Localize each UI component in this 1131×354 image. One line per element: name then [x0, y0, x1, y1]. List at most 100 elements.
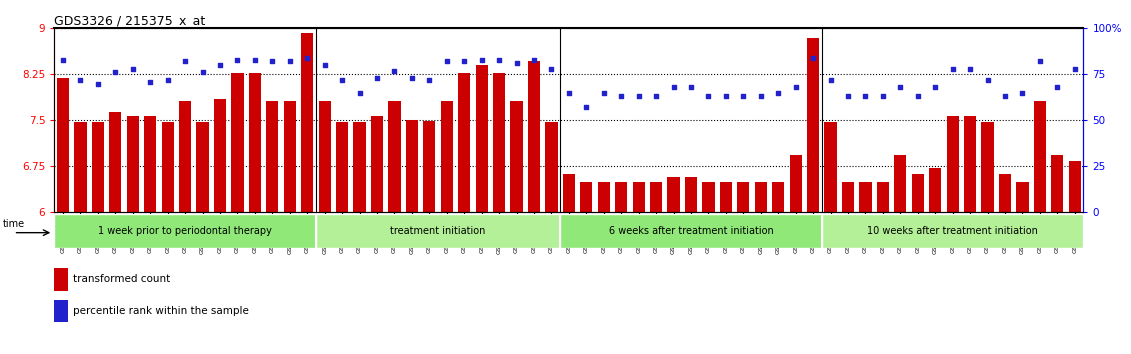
Point: [123, 66, 141, 72]
Bar: [214, 99, 226, 212]
Bar: [824, 122, 837, 212]
Point: [280, 59, 299, 64]
Bar: [1069, 161, 1081, 212]
Point: [926, 84, 944, 90]
Bar: [493, 73, 506, 212]
Bar: [110, 112, 121, 212]
Point: [943, 66, 961, 72]
Bar: [458, 73, 470, 212]
Point: [560, 90, 578, 96]
Bar: [319, 101, 330, 212]
Bar: [563, 175, 575, 212]
Bar: [1034, 101, 1046, 212]
Text: GDS3326 / 215375_x_at: GDS3326 / 215375_x_at: [54, 14, 206, 27]
Bar: [57, 78, 69, 212]
Point: [386, 68, 404, 74]
Bar: [475, 65, 487, 212]
Bar: [406, 120, 418, 212]
Bar: [545, 122, 558, 212]
Bar: [822, 214, 1083, 248]
Text: transformed count: transformed count: [72, 274, 170, 285]
Point: [438, 59, 456, 64]
Bar: [510, 101, 523, 212]
Point: [141, 79, 159, 85]
Bar: [650, 182, 663, 212]
Bar: [75, 122, 87, 212]
Point: [473, 57, 491, 62]
Point: [699, 93, 717, 99]
Bar: [929, 167, 941, 212]
Point: [595, 90, 613, 96]
Bar: [249, 73, 261, 212]
Point: [403, 75, 421, 81]
Bar: [877, 182, 889, 212]
Bar: [737, 182, 750, 212]
Point: [264, 59, 282, 64]
Point: [245, 57, 264, 62]
Point: [996, 93, 1015, 99]
Bar: [947, 116, 959, 212]
Point: [228, 57, 247, 62]
Point: [804, 55, 822, 61]
Bar: [964, 116, 976, 212]
Bar: [371, 116, 383, 212]
Point: [752, 93, 770, 99]
Bar: [232, 73, 243, 212]
Bar: [284, 101, 296, 212]
Point: [630, 93, 648, 99]
Text: treatment initiation: treatment initiation: [390, 226, 485, 236]
Point: [1013, 90, 1031, 96]
Text: percentile rank within the sample: percentile rank within the sample: [72, 306, 249, 316]
Point: [647, 93, 665, 99]
Bar: [423, 121, 435, 212]
Bar: [632, 182, 645, 212]
Point: [856, 93, 874, 99]
Bar: [719, 182, 732, 212]
Point: [525, 57, 543, 62]
Point: [508, 61, 526, 66]
Point: [891, 84, 909, 90]
Bar: [597, 182, 610, 212]
Point: [665, 84, 683, 90]
Bar: [528, 61, 541, 212]
Bar: [895, 155, 906, 212]
Text: 10 weeks after treatment initiation: 10 weeks after treatment initiation: [867, 226, 1038, 236]
Bar: [266, 101, 278, 212]
Bar: [667, 177, 680, 212]
Point: [368, 75, 386, 81]
Point: [211, 62, 230, 68]
Bar: [316, 214, 560, 248]
Bar: [754, 182, 767, 212]
Point: [1030, 59, 1048, 64]
Bar: [560, 214, 822, 248]
Point: [299, 55, 317, 61]
Point: [734, 93, 752, 99]
Bar: [789, 155, 802, 212]
Bar: [179, 101, 191, 212]
Bar: [982, 122, 994, 212]
Text: 6 weeks after treatment initiation: 6 weeks after treatment initiation: [608, 226, 774, 236]
Point: [839, 93, 857, 99]
Bar: [162, 122, 174, 212]
Bar: [999, 174, 1011, 212]
Bar: [685, 177, 697, 212]
Point: [769, 90, 787, 96]
Point: [577, 105, 595, 110]
Point: [54, 57, 72, 62]
Point: [717, 93, 735, 99]
Bar: [860, 182, 872, 212]
Point: [89, 81, 107, 86]
Bar: [702, 182, 715, 212]
Bar: [54, 214, 316, 248]
Bar: [144, 116, 156, 212]
Point: [821, 77, 839, 83]
Bar: [336, 122, 348, 212]
Point: [333, 77, 351, 83]
Bar: [580, 182, 593, 212]
Bar: [1051, 155, 1063, 212]
Point: [1048, 84, 1067, 90]
Point: [961, 66, 979, 72]
Point: [908, 93, 926, 99]
Point: [1065, 66, 1083, 72]
Point: [421, 77, 439, 83]
